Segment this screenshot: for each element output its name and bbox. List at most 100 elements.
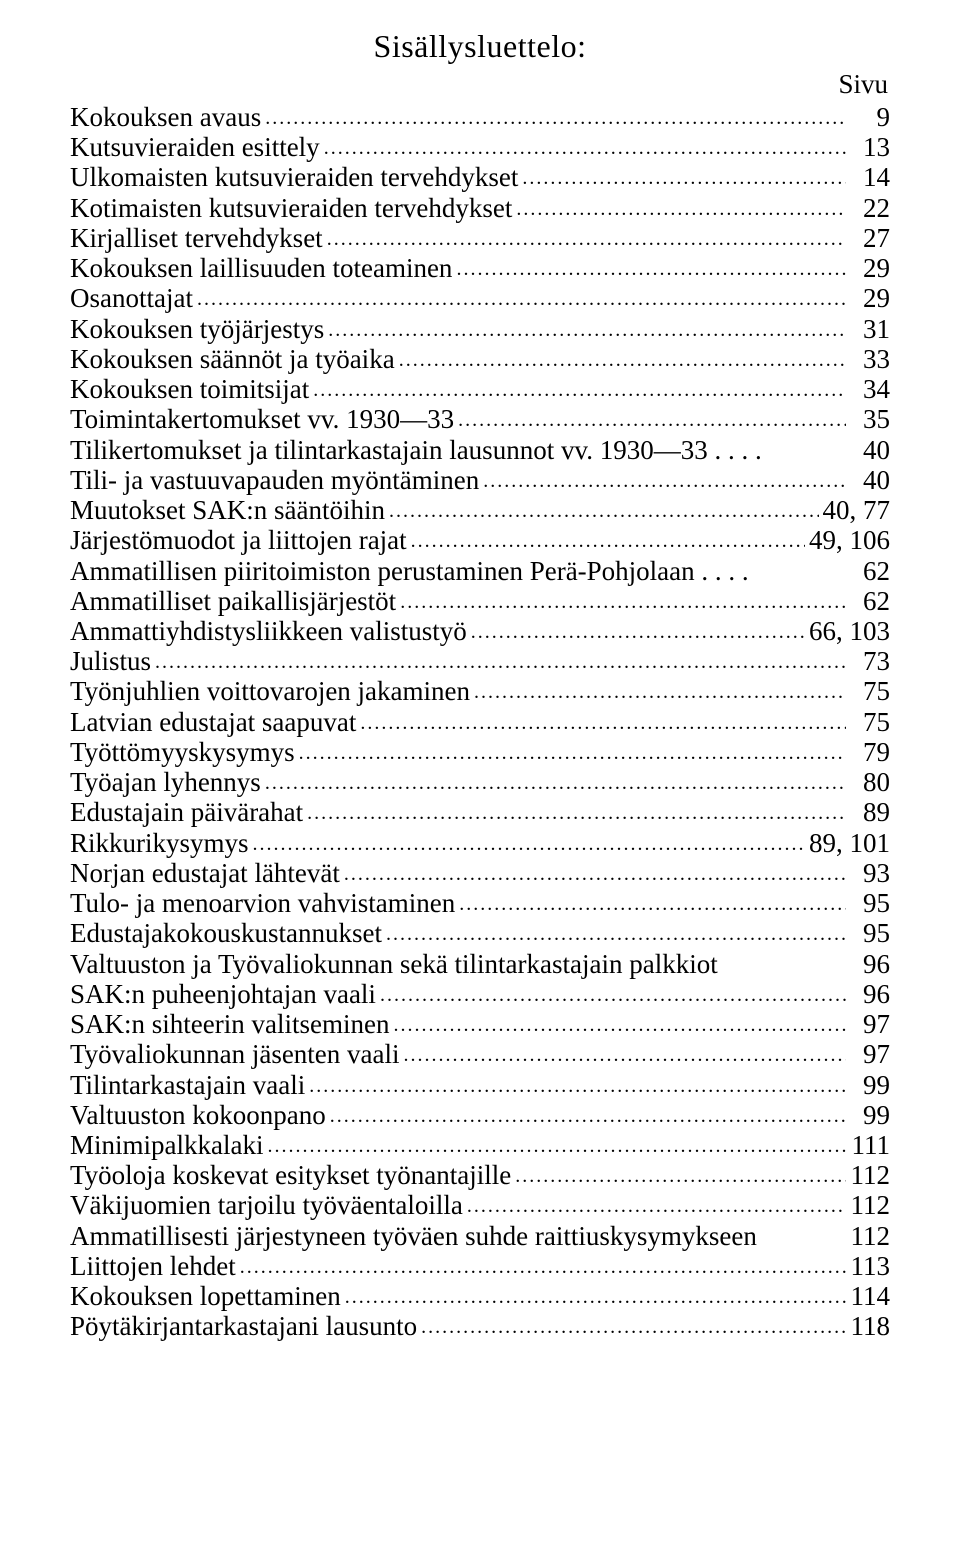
toc-entry-page: 49, 106 (809, 525, 890, 555)
toc-leader-dots (240, 1256, 846, 1278)
toc-leader-dots (522, 167, 846, 189)
toc-title: Sisällysluettelo: (70, 28, 890, 65)
toc-row: Kokouksen säännöt ja työaika 33 (70, 344, 890, 374)
toc-row: Ammatillisesti järjestyneen työväen suhd… (70, 1221, 890, 1251)
toc-entry-page: 33 (850, 344, 890, 374)
toc-entry-label: Kokouksen työjärjestys (70, 314, 324, 344)
toc-entry-label: Tilikertomukset ja tilintarkastajain lau… (70, 435, 762, 465)
toc-leader-dots (344, 863, 846, 885)
toc-entry-page: 34 (850, 374, 890, 404)
toc-entry-page: 95 (850, 888, 890, 918)
page-column-header: Sivu (70, 69, 890, 100)
toc-leader-dots (328, 319, 846, 341)
toc-entry-label: Valtuuston kokoonpano (70, 1100, 326, 1130)
toc-entry-page: 27 (850, 223, 890, 253)
toc-entry-label: SAK:n puheenjohtajan vaali (70, 979, 376, 1009)
toc-entry-page: 62 (850, 586, 890, 616)
toc-entry-label: Kutsuvieraiden esittely (70, 132, 320, 162)
toc-row: Työoloja koskevat esitykset työnantajill… (70, 1160, 890, 1190)
toc-leader-dots (459, 893, 846, 915)
toc-entry-label: Työajan lyhennys (70, 767, 261, 797)
toc-row: Ammattiyhdistysliikkeen valistustyö66, 1… (70, 616, 890, 646)
toc-entry-page: 93 (850, 858, 890, 888)
toc-entry-page: 62 (850, 556, 890, 586)
toc-entry-label: Julistus (70, 646, 151, 676)
toc-entry-label: Työoloja koskevat esitykset työnantajill… (70, 1160, 511, 1190)
toc-entry-label: Kokouksen lopettaminen (70, 1281, 341, 1311)
toc-entry-label: Tulo- ja menoarvion vahvistaminen (70, 888, 455, 918)
toc-entry-page: 114 (850, 1281, 890, 1311)
toc-row: Tilikertomukset ja tilintarkastajain lau… (70, 435, 890, 465)
toc-entry-label: Kotimaisten kutsuvieraiden tervehdykset (70, 193, 512, 223)
toc-leader-dots (330, 1105, 846, 1127)
toc-entry-page: 40 (850, 465, 890, 495)
toc-entry-page: 75 (850, 676, 890, 706)
toc-leader-dots (516, 198, 846, 220)
toc-leader-dots (309, 1075, 846, 1097)
toc-leader-dots (471, 621, 805, 643)
toc-page: Sisällysluettelo: Sivu Kokouksen avaus9K… (0, 0, 960, 1382)
toc-entry-page: 9 (850, 102, 890, 132)
toc-entry-label: Kokouksen säännöt ja työaika (70, 344, 395, 374)
toc-entry-label: Latvian edustajat saapuvat (70, 707, 356, 737)
toc-row: Latvian edustajat saapuvat 75 (70, 707, 890, 737)
toc-row: Tili- ja vastuuvapauden myöntäminen 40 (70, 465, 890, 495)
toc-leader-dots (404, 1044, 846, 1066)
toc-leader-dots (299, 742, 846, 764)
toc-entry-label: Tilintarkastajain vaali (70, 1070, 305, 1100)
toc-row: Ammatillisen piiritoimiston perustaminen… (70, 556, 890, 586)
toc-entry-page: 97 (850, 1009, 890, 1039)
toc-leader-dots (267, 1135, 846, 1157)
toc-leader-dots (327, 228, 846, 250)
toc-entry-label: Ammatillisesti järjestyneen työväen suhd… (70, 1221, 757, 1251)
toc-row: Työttömyyskysymys79 (70, 737, 890, 767)
toc-leader-dots (345, 1286, 846, 1308)
toc-entry-page: 112 (850, 1160, 890, 1190)
toc-row: Kokouksen avaus 9 (70, 102, 890, 132)
toc-entry-label: SAK:n sihteerin valitseminen (70, 1009, 389, 1039)
toc-entry-label: Kokouksen avaus (70, 102, 261, 132)
toc-leader-dots (483, 470, 846, 492)
toc-entry-page: 111 (850, 1130, 890, 1160)
toc-row: Liittojen lehdet113 (70, 1251, 890, 1281)
toc-entry-page: 13 (850, 132, 890, 162)
toc-row: Järjestömuodot ja liittojen rajat49, 106 (70, 525, 890, 555)
toc-leader-dots (197, 288, 846, 310)
toc-entry-label: Liittojen lehdet (70, 1251, 236, 1281)
toc-entry-page: 118 (850, 1311, 890, 1341)
toc-entry-label: Edustajakokouskustannukset (70, 918, 382, 948)
toc-row: Kokouksen lopettaminen 114 (70, 1281, 890, 1311)
toc-entry-page: 96 (850, 979, 890, 1009)
toc-entry-page: 66, 103 (809, 616, 890, 646)
toc-entry-page: 75 (850, 707, 890, 737)
toc-row: Edustajakokouskustannukset 95 (70, 918, 890, 948)
toc-entry-label: Kokouksen laillisuuden toteaminen (70, 253, 452, 283)
toc-leader-dots (253, 833, 805, 855)
toc-entry-label: Tili- ja vastuuvapauden myöntäminen (70, 465, 479, 495)
toc-leader-dots (467, 1195, 846, 1217)
toc-entry-page: 112 (850, 1190, 890, 1220)
toc-row: Kokouksen laillisuuden toteaminen 29 (70, 253, 890, 283)
toc-row: Työajan lyhennys80 (70, 767, 890, 797)
toc-entry-page: 40 (850, 435, 890, 465)
toc-entry-page: 89 (850, 797, 890, 827)
toc-leader-dots (389, 500, 819, 522)
toc-leader-dots (456, 258, 846, 280)
toc-leader-dots (380, 984, 846, 1006)
toc-row: Ammatilliset paikallisjärjestöt62 (70, 586, 890, 616)
toc-entry-label: Norjan edustajat lähtevät (70, 858, 340, 888)
toc-entry-label: Ammatillisen piiritoimiston perustaminen… (70, 556, 749, 586)
toc-row: Edustajain päivärahat89 (70, 797, 890, 827)
toc-leader-dots (386, 923, 846, 945)
toc-entry-label: Kirjalliset tervehdykset (70, 223, 323, 253)
toc-row: Valtuuston kokoonpano99 (70, 1100, 890, 1130)
toc-row: SAK:n sihteerin valitseminen 97 (70, 1009, 890, 1039)
toc-row: Kutsuvieraiden esittely 13 (70, 132, 890, 162)
toc-leader-dots (411, 530, 805, 552)
toc-entry-page: 29 (850, 253, 890, 283)
toc-entry-label: Osanottajat (70, 283, 193, 313)
toc-row: SAK:n puheenjohtajan vaali 96 (70, 979, 890, 1009)
toc-entry-page: 99 (850, 1070, 890, 1100)
toc-entry-label: Työnjuhlien voittovarojen jakaminen (70, 676, 470, 706)
toc-entry-page: 95 (850, 918, 890, 948)
